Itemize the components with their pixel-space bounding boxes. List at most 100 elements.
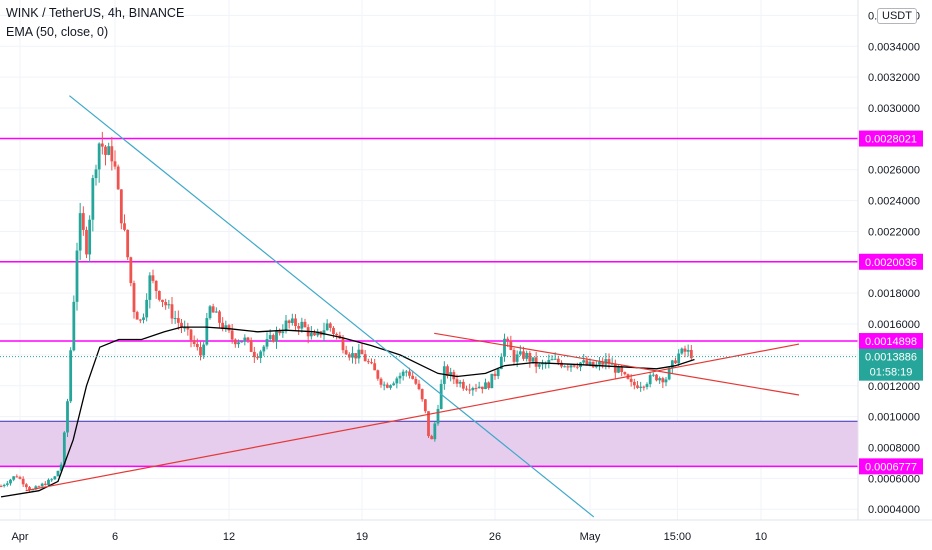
- trendline-descending-red: [434, 332, 800, 396]
- candle-body: [677, 353, 681, 364]
- candle-body: [119, 189, 123, 224]
- candle-body: [126, 229, 130, 258]
- candle-body: [382, 384, 386, 386]
- candle-body: [328, 323, 332, 328]
- candle-body: [53, 476, 57, 480]
- candle-body: [588, 361, 592, 365]
- candle-body: [78, 213, 82, 251]
- candle-body: [547, 359, 551, 364]
- candle-body: [487, 382, 491, 389]
- candle-body: [303, 321, 307, 328]
- candle-body: [271, 335, 275, 342]
- candle-body: [607, 359, 611, 364]
- candle-body: [199, 347, 202, 356]
- candle-body: [389, 385, 392, 388]
- candle-body: [411, 375, 415, 379]
- candle-body: [167, 304, 171, 306]
- candle-body: [617, 366, 620, 373]
- candle-body: [680, 348, 684, 354]
- indicator-title[interactable]: EMA (50, close, 0): [6, 25, 109, 39]
- candle-body: [18, 477, 22, 479]
- candle-body: [56, 470, 60, 477]
- candle-body: [515, 354, 519, 362]
- candle-body: [104, 146, 107, 155]
- candle-body: [256, 357, 259, 359]
- candle-body: [237, 342, 240, 345]
- candle-body: [541, 363, 544, 365]
- level-price-label-bg: [859, 130, 923, 147]
- y-tick-label: 0.0012000: [868, 381, 920, 393]
- candle-body: [417, 383, 421, 390]
- candle-body: [572, 365, 576, 367]
- candle-body: [376, 370, 380, 379]
- candle-body: [645, 384, 649, 387]
- candle-body: [47, 479, 50, 485]
- y-tick-label: 0.0024000: [868, 196, 920, 208]
- candle-body: [154, 280, 158, 292]
- candle-body: [208, 306, 212, 319]
- candle-body: [287, 320, 291, 324]
- candle-body: [575, 366, 579, 368]
- candle-body: [661, 378, 665, 383]
- candle-body: [404, 371, 408, 373]
- candle-body: [249, 340, 253, 352]
- candle-body: [94, 169, 98, 179]
- x-axis-ticks[interactable]: Apr 6 12 19 26 May 15:00 10: [11, 531, 767, 543]
- candle-body: [670, 360, 674, 368]
- candle-body: [398, 375, 402, 379]
- y-tick-label: 0.0016000: [868, 319, 920, 331]
- horizontal-levels: [0, 137, 858, 468]
- candle-body: [461, 381, 465, 389]
- candle-body: [50, 479, 54, 481]
- candle-body: [449, 372, 453, 377]
- candle-body: [138, 319, 142, 321]
- x-tick-label: Apr: [11, 531, 28, 543]
- candle-body: [360, 349, 364, 355]
- axes: [0, 0, 932, 521]
- y-tick-label: 0.0010000: [868, 412, 920, 424]
- candle-body: [148, 275, 152, 300]
- candle-body: [496, 369, 500, 377]
- candle-body: [227, 325, 231, 331]
- candle-body: [392, 383, 396, 386]
- candle-body: [135, 312, 139, 320]
- candle-body: [585, 360, 589, 365]
- candle-body: [354, 353, 358, 359]
- ema-50-line: [0, 326, 695, 498]
- candle-body: [170, 304, 174, 319]
- level-price-label-bg: [859, 458, 923, 475]
- symbol-title[interactable]: WINK / TetherUS, 4h, BINANCE: [6, 6, 185, 20]
- candle-body: [490, 373, 494, 389]
- y-tick-label: 0.0022000: [868, 226, 920, 238]
- y-tick-label: 0.0032000: [868, 72, 920, 84]
- candle-body: [157, 291, 161, 300]
- candle-body: [373, 363, 377, 371]
- candle-body: [300, 321, 304, 329]
- candle-body: [506, 338, 510, 341]
- candle-body: [192, 340, 196, 345]
- candle-body: [613, 363, 617, 373]
- x-tick-label: 10: [755, 531, 767, 543]
- candle-body: [28, 487, 31, 491]
- candle-body: [636, 385, 639, 388]
- level-price-label-text: 0.0006777: [865, 461, 917, 473]
- candle-body: [88, 219, 92, 255]
- candle-body: [474, 388, 478, 390]
- price-labels: 0.0028021 0.0020036 0.0014898 0.0006777 0.00…: [859, 130, 923, 475]
- candle-body: [569, 365, 573, 368]
- y-tick-label: 0.0018000: [868, 288, 920, 300]
- level-price-label-text: 0.0014898: [865, 336, 917, 348]
- candle-body: [81, 213, 85, 230]
- candle-body: [221, 322, 225, 329]
- candle-body: [639, 386, 643, 388]
- candle-body: [385, 384, 389, 388]
- candle-body: [205, 318, 209, 345]
- candle-body: [189, 329, 193, 341]
- last-price-label-bg: [859, 348, 923, 381]
- currency-badge[interactable]: USDT: [877, 8, 917, 24]
- candle-body: [423, 399, 427, 412]
- x-tick-label: 15:00: [664, 531, 692, 543]
- candle-body: [214, 311, 218, 313]
- candle-body: [689, 350, 693, 359]
